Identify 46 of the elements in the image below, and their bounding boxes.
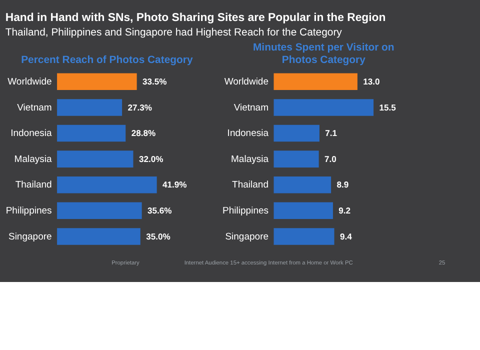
data-label: 15.5 <box>379 102 396 112</box>
text: Thailand, Philippines and Singapore had Highest Reach for the Category <box>5 27 343 38</box>
bar <box>57 228 140 245</box>
data-label: 41.9% <box>162 180 188 190</box>
data-label: 35.0% <box>146 231 171 242</box>
bar <box>57 150 134 168</box>
chart-title: Percent Reach of Photos Category <box>21 55 193 66</box>
data-label: 35.6% <box>148 206 172 216</box>
bar <box>274 73 358 90</box>
data-label: 28.8% <box>131 128 156 138</box>
data-label: 9.2 <box>338 206 351 216</box>
y-tick-label: Thailand <box>15 180 52 191</box>
y-tick-label: Worldwide <box>224 76 269 88</box>
data-label: 7.1 <box>325 128 338 138</box>
text: Hand in Hand with SNs, Photo Sharing Sites are Popular in the Region <box>5 12 386 24</box>
bar <box>57 176 157 194</box>
bar <box>274 99 374 116</box>
y-tick-label: Philippines <box>6 206 52 217</box>
bar <box>274 124 320 142</box>
y-tick-label: Singapore <box>225 231 269 242</box>
data-label: 33.5% <box>142 76 168 87</box>
data-label: 13.0 <box>363 76 380 87</box>
data-label: 32.0% <box>138 154 164 164</box>
bar <box>57 202 142 220</box>
y-tick-label: Malaysia <box>231 154 270 165</box>
y-tick-label: Indonesia <box>10 128 53 140</box>
data-label: 27.3% <box>128 102 152 112</box>
bar <box>57 99 122 116</box>
y-tick-label: Singapore <box>8 231 52 242</box>
bar <box>274 150 319 168</box>
y-tick-label: Thailand <box>232 180 269 191</box>
bar <box>57 124 126 142</box>
y-tick-label: Vietnam <box>17 102 52 114</box>
y-tick-label: Philippines <box>222 206 269 217</box>
bar <box>274 202 333 220</box>
y-tick-label: Indonesia <box>227 128 270 140</box>
y-tick-label: Vietnam <box>234 102 269 114</box>
data-label: 8.9 <box>336 180 349 190</box>
data-label: 9.4 <box>340 231 352 242</box>
chart-title: Minutes Spent per Visitor on Photos Category <box>252 42 394 66</box>
data-label: 7.0 <box>324 154 337 164</box>
y-tick-label: Worldwide <box>8 76 52 88</box>
bar <box>57 73 137 90</box>
y-tick-label: Malaysia <box>14 154 53 165</box>
bar <box>274 176 332 194</box>
bar <box>274 228 334 245</box>
